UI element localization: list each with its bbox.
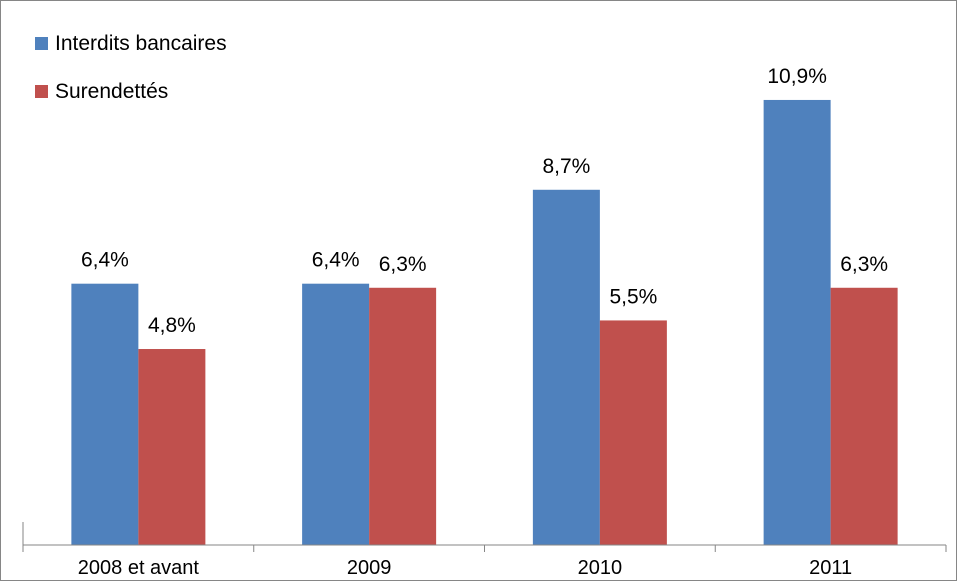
data-label-surendettes-2009: 6,3% bbox=[379, 253, 427, 276]
legend-label-surendettes: Surendettés bbox=[55, 80, 168, 103]
bar-interdits-bancaires-2009 bbox=[302, 283, 370, 545]
bar-interdits-bancaires-2008-et-avant bbox=[71, 283, 139, 545]
x-tick-label-2010: 2010 bbox=[578, 557, 623, 579]
data-label-surendettes-2011: 6,3% bbox=[840, 253, 888, 276]
bar-interdits-bancaires-2010 bbox=[532, 189, 600, 546]
legend-swatch-interdits-bancaires bbox=[35, 37, 48, 50]
plot-area: 6,4% 4,8% 6,4% 6,3% 8,7% 5,5% 10,9% 6,3% 2008 et… bbox=[22, 65, 947, 579]
data-label-interdits-bancaires-2009: 6,4% bbox=[312, 249, 360, 272]
bar-surendettes-2010 bbox=[599, 320, 667, 545]
legend-swatch-surendettes bbox=[35, 85, 48, 98]
data-label-surendettes-2008-et-avant: 4,8% bbox=[148, 314, 196, 337]
data-label-interdits-bancaires-2010: 8,7% bbox=[542, 155, 590, 178]
data-label-interdits-bancaires-2011: 10,9% bbox=[767, 65, 827, 88]
bar-surendettes-2011 bbox=[830, 287, 898, 545]
x-tick-label-2008-et-avant: 2008 et avant bbox=[78, 557, 200, 579]
data-label-surendettes-2010: 5,5% bbox=[609, 285, 657, 308]
x-tick-label-2009: 2009 bbox=[347, 557, 392, 579]
bar-surendettes-2009 bbox=[369, 287, 437, 545]
legend-item-surendettes: Surendettés bbox=[35, 80, 168, 103]
bar-surendettes-2008-et-avant bbox=[138, 349, 206, 545]
legend: Interdits bancaires Surendettés bbox=[35, 32, 227, 103]
bar-interdits-bancaires-2011 bbox=[763, 99, 831, 545]
x-tick-label-2011: 2011 bbox=[809, 557, 852, 579]
data-label-interdits-bancaires-2008-et-avant: 6,4% bbox=[81, 249, 129, 272]
legend-label-interdits-bancaires: Interdits bancaires bbox=[55, 32, 227, 55]
legend-item-interdits: Interdits bancaires bbox=[35, 32, 227, 55]
